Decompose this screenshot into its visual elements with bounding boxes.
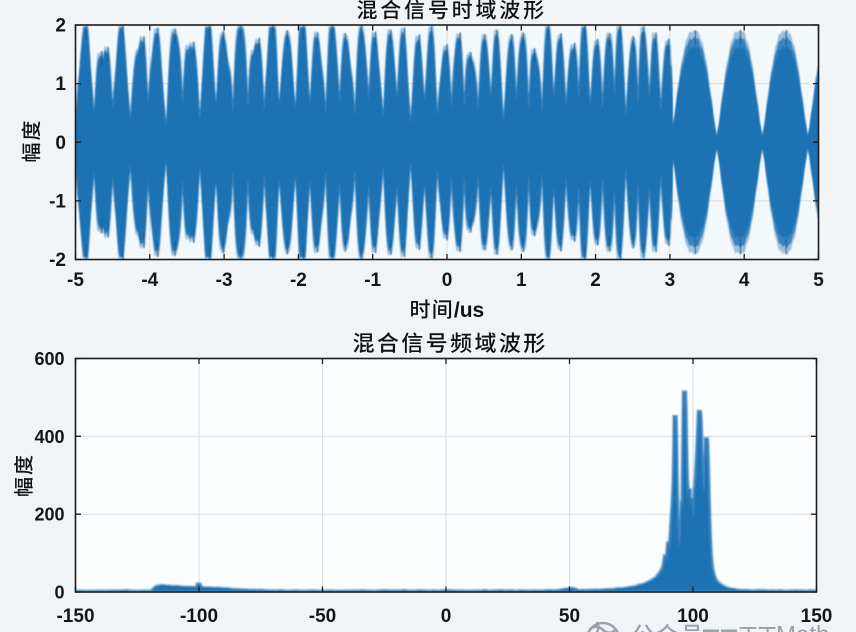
svg-text:0: 0 xyxy=(442,270,453,291)
svg-text:100: 100 xyxy=(677,606,709,627)
svg-text:/us: /us xyxy=(454,299,484,322)
svg-text:1: 1 xyxy=(55,74,66,95)
svg-text:-3: -3 xyxy=(216,270,233,291)
svg-text:-2: -2 xyxy=(290,270,307,291)
svg-text:-1: -1 xyxy=(364,270,381,291)
svg-text:3: 3 xyxy=(665,270,676,291)
svg-text:400: 400 xyxy=(34,427,64,447)
svg-text:-50: -50 xyxy=(309,606,336,627)
svg-text:2: 2 xyxy=(55,16,66,37)
svg-text:-4: -4 xyxy=(141,270,158,291)
svg-text:0: 0 xyxy=(54,583,64,603)
svg-text:150: 150 xyxy=(801,606,833,627)
svg-text:2: 2 xyxy=(590,270,601,291)
svg-text:-5: -5 xyxy=(67,270,84,291)
svg-text:Math: Math xyxy=(776,622,829,632)
svg-text:4: 4 xyxy=(739,270,750,291)
svg-text:5: 5 xyxy=(813,270,824,291)
svg-text:1: 1 xyxy=(516,270,527,291)
svg-text:-100: -100 xyxy=(180,606,218,627)
svg-text:50: 50 xyxy=(559,606,580,627)
svg-text:600: 600 xyxy=(34,349,64,369)
svg-text:200: 200 xyxy=(34,505,64,525)
svg-text:-150: -150 xyxy=(56,606,94,627)
svg-text:-1: -1 xyxy=(49,191,66,212)
svg-text:0: 0 xyxy=(441,606,452,627)
svg-text:0: 0 xyxy=(55,133,66,154)
svg-text:-2: -2 xyxy=(49,250,66,271)
